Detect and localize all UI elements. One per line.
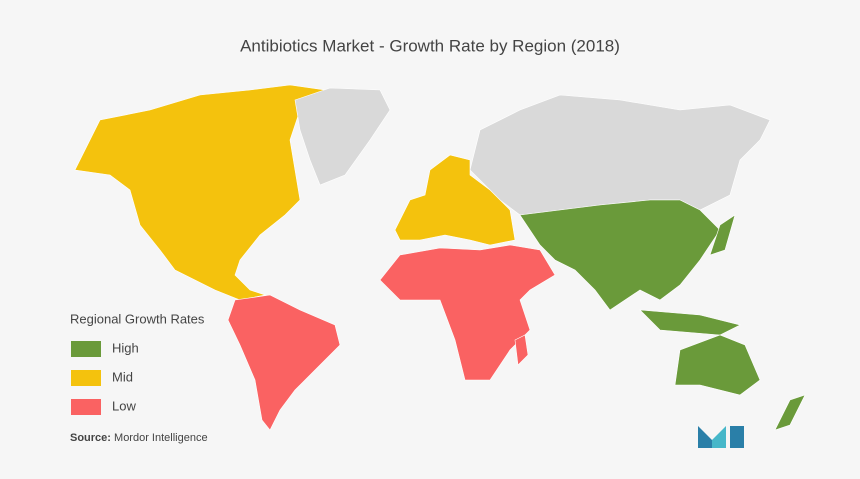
legend: High Mid Low — [71, 340, 139, 415]
legend-swatch — [71, 341, 101, 357]
legend-label: Low — [112, 398, 136, 413]
source-text: Mordor Intelligence — [114, 432, 208, 444]
greenland — [294, 87, 391, 186]
chart-title: Antibiotics Market - Growth Rate by Regi… — [240, 36, 620, 55]
legend-title: Regional Growth Rates — [70, 311, 205, 326]
source-label: Source: — [70, 432, 111, 444]
logo — [698, 426, 744, 448]
japan — [709, 214, 736, 256]
legend-label: Mid — [112, 369, 133, 384]
new-zealand — [774, 394, 806, 431]
world-map — [74, 84, 806, 431]
australia — [674, 334, 761, 396]
source: Source: Mordor Intelligence — [70, 432, 208, 444]
north-america — [74, 84, 326, 301]
africa-middle-east — [379, 244, 556, 381]
south-america — [227, 294, 341, 431]
madagascar — [514, 334, 529, 366]
legend-swatch — [71, 399, 101, 415]
asia — [519, 199, 721, 311]
russia — [469, 94, 771, 216]
europe — [394, 154, 516, 246]
legend-label: High — [112, 340, 139, 355]
legend-swatch — [71, 370, 101, 386]
indonesia — [639, 309, 741, 336]
